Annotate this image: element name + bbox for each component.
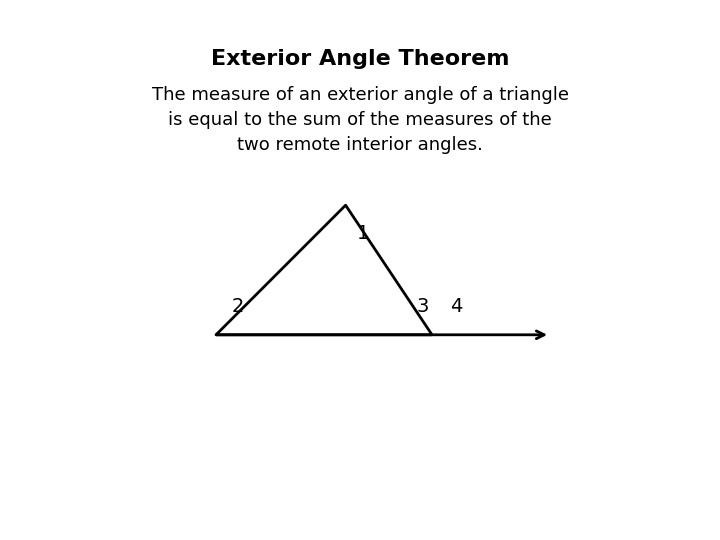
Text: 4: 4 bbox=[450, 297, 462, 316]
Text: 2: 2 bbox=[232, 297, 244, 316]
Text: 1: 1 bbox=[357, 224, 369, 243]
Text: 3: 3 bbox=[416, 297, 428, 316]
Text: Exterior Angle Theorem: Exterior Angle Theorem bbox=[211, 49, 509, 69]
Text: The measure of an exterior angle of a triangle
is equal to the sum of the measur: The measure of an exterior angle of a tr… bbox=[151, 86, 569, 154]
FancyArrowPatch shape bbox=[216, 331, 544, 339]
